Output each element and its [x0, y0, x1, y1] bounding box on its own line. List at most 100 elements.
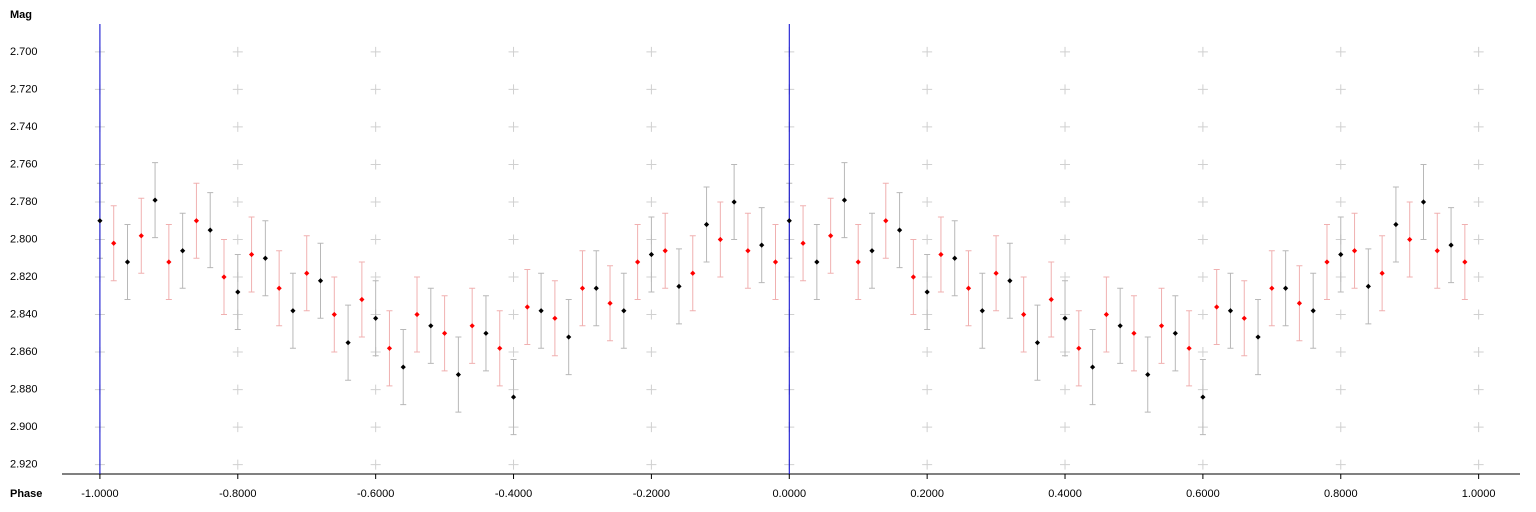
- y-tick-label: 2.800: [10, 233, 38, 245]
- y-tick-label: 2.720: [10, 83, 38, 95]
- grid-cross: [646, 384, 657, 395]
- error-cap: [731, 163, 738, 240]
- x-tick-label: -0.8000: [219, 488, 256, 500]
- grid-cross: [922, 422, 933, 433]
- error-cap: [262, 220, 269, 297]
- point: [1241, 315, 1247, 321]
- error-cap: [124, 223, 131, 301]
- error-cap: [1282, 250, 1289, 327]
- error-cap: [800, 205, 807, 282]
- point: [924, 289, 930, 295]
- point: [579, 285, 586, 291]
- point: [1338, 251, 1344, 258]
- grid-cross: [508, 309, 519, 320]
- error-cap: [193, 182, 200, 259]
- grid-cross: [508, 347, 519, 358]
- point: [1310, 308, 1316, 314]
- point: [662, 248, 668, 254]
- point: [207, 227, 213, 233]
- error-cap: [317, 242, 324, 319]
- grid-cross: [1197, 309, 1208, 320]
- point: [138, 233, 144, 239]
- grid-cross: [1197, 159, 1208, 170]
- point: [1296, 300, 1303, 306]
- grid-cross: [1335, 347, 1346, 358]
- point: [1103, 311, 1109, 318]
- error-cap: [179, 212, 186, 289]
- point: [952, 255, 958, 261]
- point: [1227, 308, 1234, 314]
- grid-cross: [232, 159, 243, 170]
- grid-cross: [646, 422, 657, 433]
- error-cap: [455, 336, 462, 413]
- grid-cross: [232, 422, 243, 433]
- x-tick-label: -0.2000: [633, 488, 670, 500]
- error-cap: [620, 272, 627, 349]
- point: [786, 218, 792, 224]
- point: [1117, 323, 1123, 329]
- grid-cross: [646, 121, 657, 132]
- error-cap: [841, 162, 848, 239]
- point: [373, 315, 379, 321]
- point: [910, 274, 916, 280]
- x-tick-label: -0.4000: [495, 488, 532, 500]
- point: [414, 311, 420, 318]
- error-cap: [234, 254, 241, 331]
- grid-cross: [922, 347, 933, 358]
- x-tick-label: 0.4000: [1048, 488, 1082, 500]
- y-tick-label: 2.820: [10, 271, 38, 283]
- grid-cross: [646, 84, 657, 95]
- grid-cross: [922, 384, 933, 395]
- error-cap: [979, 272, 986, 349]
- point: [1021, 311, 1027, 318]
- grid-cross: [1060, 121, 1071, 132]
- grid-cross: [922, 84, 933, 95]
- grid-cross: [508, 121, 519, 132]
- error-cap: [1034, 304, 1041, 381]
- point: [648, 251, 655, 258]
- grid-cross: [1060, 234, 1071, 245]
- error-cap: [165, 223, 172, 301]
- point: [97, 218, 103, 224]
- y-tick-label: 2.860: [10, 346, 38, 358]
- error-cap: [565, 299, 572, 376]
- grid-cross: [232, 121, 243, 132]
- error-cap: [813, 223, 820, 301]
- point: [1048, 296, 1054, 303]
- error-cap: [675, 248, 682, 325]
- grid-cross: [1197, 196, 1208, 207]
- error-cap: [1310, 272, 1317, 349]
- point: [745, 248, 751, 254]
- error-cap: [744, 212, 751, 289]
- point: [497, 345, 503, 351]
- error-cap: [496, 310, 503, 387]
- error-cap: [331, 276, 338, 353]
- grid-cross: [508, 459, 519, 470]
- y-tick-label: 2.920: [10, 459, 38, 471]
- error-cap: [993, 235, 1000, 312]
- point: [841, 197, 848, 203]
- x-tick-label: -1.0000: [81, 488, 118, 500]
- error-cap: [358, 261, 365, 338]
- point: [510, 394, 517, 400]
- point: [1407, 236, 1413, 243]
- grid-cross: [922, 121, 933, 132]
- grid-cross: [1335, 422, 1346, 433]
- point: [345, 340, 351, 346]
- point: [400, 364, 406, 370]
- error-cap: [896, 192, 903, 269]
- point: [1214, 304, 1220, 310]
- error-cap: [1392, 186, 1399, 263]
- error-cap: [207, 192, 214, 269]
- point: [676, 283, 682, 289]
- error-cap: [1089, 329, 1096, 406]
- grid-cross: [1197, 121, 1208, 132]
- point: [690, 270, 696, 276]
- error-cap: [303, 235, 310, 312]
- error-cap: [524, 269, 531, 346]
- point: [111, 240, 117, 246]
- grid-cross: [922, 459, 933, 470]
- y-tick-label: 2.780: [10, 196, 38, 208]
- error-cap: [1075, 310, 1082, 387]
- y-tick-label: 2.740: [10, 121, 38, 133]
